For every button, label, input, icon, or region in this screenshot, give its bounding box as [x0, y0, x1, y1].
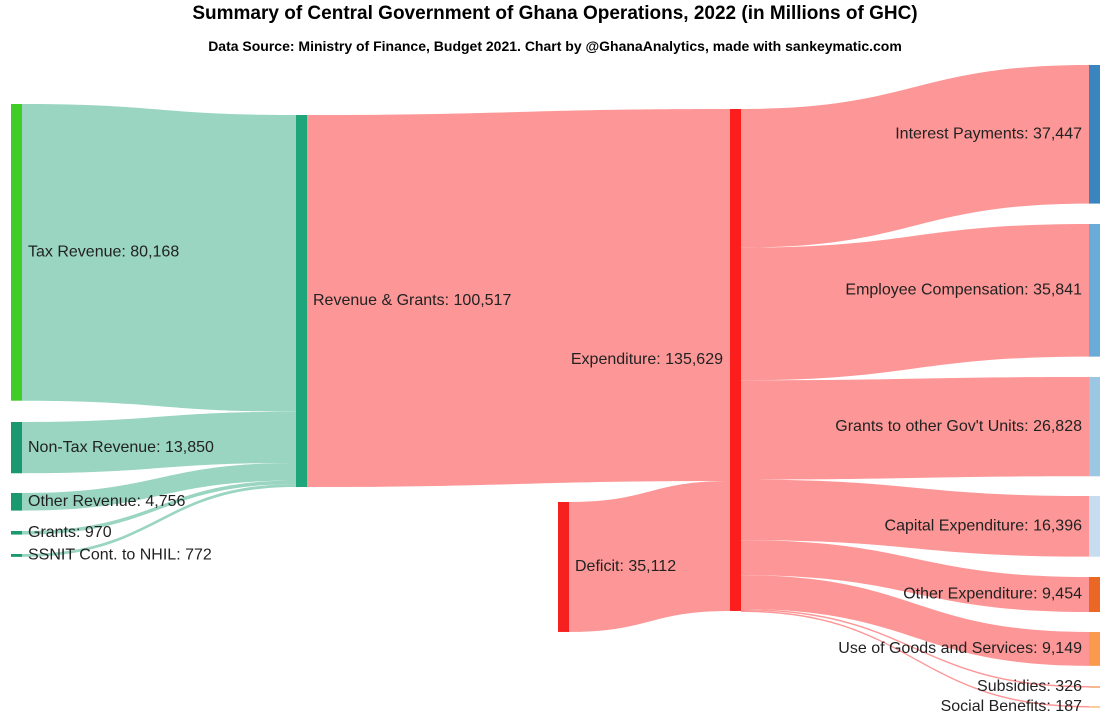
node-goods: [1089, 632, 1100, 666]
flow-rev_grants-to-expenditure: [307, 109, 730, 487]
flow-grants-to-rev_grants: [22, 480, 296, 535]
links-layer: [22, 65, 1089, 708]
flow-other_rev-to-rev_grants: [22, 462, 296, 511]
label-subsidies: Subsidies: 326: [977, 678, 1082, 695]
node-subsidies: [1089, 686, 1100, 688]
label-grants_units: Grants to other Gov't Units: 26,828: [835, 418, 1082, 435]
flow-deficit-to-expenditure: [569, 481, 730, 632]
flow-expenditure-to-other_exp: [741, 540, 1089, 612]
node-grants: [11, 531, 22, 535]
label-tax: Tax Revenue: 80,168: [28, 244, 179, 261]
label-social: Social Benefits: 187: [941, 698, 1083, 715]
node-expenditure: [730, 109, 741, 611]
chart-subtitle: Data Source: Ministry of Finance, Budget…: [208, 38, 902, 54]
flow-expenditure-to-grants_units: [741, 377, 1089, 480]
label-interest: Interest Payments: 37,447: [895, 126, 1082, 143]
label-expenditure: Expenditure: 135,629: [571, 351, 723, 368]
node-interest: [1089, 65, 1100, 204]
label-goods: Use of Goods and Services: 9,149: [838, 640, 1082, 657]
node-social: [1089, 706, 1100, 708]
flow-expenditure-to-subsidies: [741, 609, 1089, 688]
node-capex: [1089, 496, 1100, 557]
flow-expenditure-to-capex: [741, 479, 1089, 557]
label-employee: Employee Compensation: 35,841: [845, 282, 1082, 299]
flow-expenditure-to-interest: [741, 65, 1089, 248]
node-other_rev: [11, 493, 22, 511]
flow-nontax-to-rev_grants: [22, 411, 296, 474]
node-other_exp: [1089, 577, 1100, 612]
label-other_exp: Other Expenditure: 9,454: [903, 586, 1082, 603]
node-rev_grants: [296, 115, 307, 487]
label-grants: Grants: 970: [28, 524, 112, 541]
node-ssnit: [11, 554, 22, 557]
node-grants_units: [1089, 377, 1100, 477]
flow-expenditure-to-employee: [741, 224, 1089, 381]
label-ssnit: SSNIT Cont. to NHIL: 772: [28, 547, 212, 564]
label-nontax: Non-Tax Revenue: 13,850: [28, 439, 214, 456]
flow-expenditure-to-goods: [741, 575, 1089, 666]
label-other_rev: Other Revenue: 4,756: [28, 493, 186, 510]
node-tax: [11, 104, 22, 401]
node-employee: [1089, 224, 1100, 357]
node-nontax: [11, 422, 22, 474]
flow-tax-to-rev_grants: [22, 104, 296, 412]
flow-ssnit-to-rev_grants: [22, 484, 296, 557]
label-rev_grants: Revenue & Grants: 100,517: [313, 292, 511, 309]
nodes-layer: [11, 65, 1100, 708]
node-deficit: [558, 502, 569, 632]
flow-expenditure-to-social: [741, 610, 1089, 708]
label-capex: Capital Expenditure: 16,396: [885, 518, 1083, 535]
chart-title: Summary of Central Government of Ghana O…: [192, 3, 918, 24]
label-deficit: Deficit: 35,112: [575, 558, 676, 575]
labels-layer: Tax Revenue: 80,168 Non-Tax Revenue: 13,8…: [28, 126, 1082, 716]
